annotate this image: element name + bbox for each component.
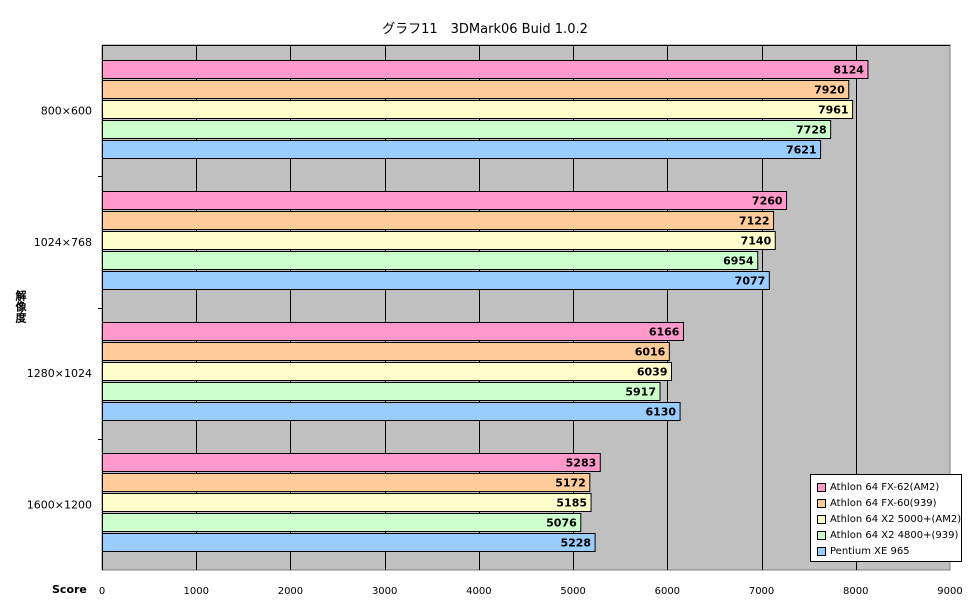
bar (102, 382, 661, 401)
x-tick-label: 4000 (466, 586, 491, 597)
data-label: 5185 (556, 497, 587, 510)
bar (102, 533, 596, 552)
y-tick-label: 1024×768 (34, 236, 92, 249)
legend-label: Athlon 64 X2 5000+(AM2) (830, 513, 962, 525)
bar (102, 493, 592, 512)
legend-item: Athlon 64 FX-62(AM2) (817, 479, 961, 495)
x-tick-label: 0 (99, 586, 105, 597)
legend-swatch (817, 498, 826, 508)
bar (102, 473, 591, 492)
bar (102, 342, 670, 361)
data-label: 7077 (735, 275, 766, 288)
legend-label: Athlon 64 X2 4800+(939) (830, 529, 959, 541)
bar (102, 453, 601, 472)
legend: Athlon 64 FX-62(AM2) Athlon 64 FX-60(939… (810, 474, 962, 562)
chart-title: グラフ11 3DMark06 Buid 1.0.2 (382, 22, 588, 37)
x-tick-label: 2000 (278, 586, 303, 597)
legend-item: Athlon 64 X2 4800+(939) (817, 527, 961, 543)
data-label: 7961 (818, 104, 849, 117)
bar (102, 120, 832, 139)
legend-label: Athlon 64 FX-62(AM2) (830, 481, 940, 493)
data-label: 5283 (566, 457, 597, 470)
bar (102, 251, 759, 270)
bar (102, 322, 684, 341)
x-tick-label: 9000 (937, 586, 962, 597)
legend-swatch (817, 482, 826, 492)
bar (102, 402, 681, 421)
legend-label: Athlon 64 FX-60(939) (830, 497, 937, 509)
bar (102, 191, 788, 210)
data-label: 6130 (645, 406, 676, 419)
x-tick-label: 5000 (560, 586, 585, 597)
bar (102, 60, 869, 79)
data-label: 8124 (833, 64, 864, 77)
x-tick-label: 3000 (372, 586, 397, 597)
y-tick-label: 1280×1024 (27, 367, 92, 380)
data-label: 6166 (649, 326, 680, 339)
data-label: 5076 (546, 517, 577, 530)
data-label: 6016 (635, 346, 666, 359)
y-tick-label: 1600×1200 (27, 498, 92, 511)
legend-swatch (817, 546, 826, 556)
legend-swatch (817, 514, 826, 524)
bar (102, 100, 854, 119)
legend-item: Athlon 64 X2 5000+(AM2) (817, 511, 961, 527)
legend-swatch (817, 530, 826, 540)
data-label: 6039 (637, 366, 668, 379)
x-tick-label: 6000 (655, 586, 680, 597)
data-label: 7920 (814, 84, 845, 97)
data-label: 5917 (625, 386, 656, 399)
x-tick-label: 1000 (183, 586, 208, 597)
data-label: 7728 (796, 124, 827, 137)
y-axis-title: 解像度 (14, 290, 27, 323)
x-axis-title: Score (52, 583, 87, 596)
y-tick-label: 800×600 (41, 105, 92, 118)
x-tick-label: 7000 (749, 586, 774, 597)
bar (102, 231, 776, 250)
legend-item: Athlon 64 FX-60(939) (817, 495, 961, 511)
data-label: 7122 (739, 215, 770, 228)
data-label: 7260 (752, 195, 783, 208)
bar (102, 80, 850, 99)
x-tick-label: 8000 (843, 586, 868, 597)
data-label: 5228 (560, 537, 591, 550)
data-label: 7140 (741, 235, 772, 248)
legend-item: Pentium XE 965 (817, 543, 961, 559)
legend-label: Pentium XE 965 (830, 545, 910, 557)
data-label: 5172 (555, 477, 586, 490)
data-label: 6954 (723, 255, 754, 268)
bar (102, 140, 822, 159)
bar (102, 362, 673, 381)
data-label: 7621 (786, 144, 817, 157)
bar (102, 271, 770, 290)
bar (102, 513, 582, 532)
bar (102, 211, 775, 230)
